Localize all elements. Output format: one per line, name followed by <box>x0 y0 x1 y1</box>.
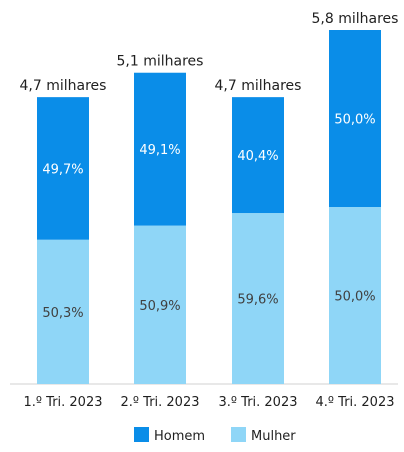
legend-label-homem: Homem <box>154 429 205 444</box>
total-label-3: 4,7 milhares <box>215 78 302 94</box>
total-label-4: 5,8 milhares <box>312 11 399 27</box>
legend-label-mulher: Mulher <box>251 429 296 444</box>
category-label-4: 4.º Tri. 2023 <box>316 395 395 410</box>
legend-swatch-mulher <box>231 427 246 442</box>
pct-label-homem-4: 50,0% <box>334 113 375 128</box>
total-label-2: 5,1 milhares <box>117 54 204 70</box>
pct-label-homem-3: 40,4% <box>237 149 278 164</box>
pct-label-mulher-3: 59,6% <box>237 293 278 308</box>
pct-label-homem-2: 49,1% <box>139 143 180 158</box>
pct-label-homem-1: 49,7% <box>42 162 83 177</box>
pct-label-mulher-4: 50,0% <box>334 290 375 305</box>
bar-homem-2 <box>134 72 186 226</box>
bar-mulher-1 <box>37 239 89 384</box>
labels-layer: 4,7 milhares 49,7% 50,3% 1.º Tri. 2023 5,1 m… <box>20 11 399 410</box>
bar-mulher-3 <box>232 213 284 384</box>
bar-homem-1 <box>37 97 89 240</box>
category-label-2: 2.º Tri. 2023 <box>121 395 200 410</box>
bar-homem-3 <box>232 97 284 214</box>
legend: Homem Mulher <box>134 427 296 444</box>
bar-mulher-2 <box>134 225 186 384</box>
pct-label-mulher-2: 50,9% <box>139 299 180 314</box>
bar-homem-4 <box>329 30 381 207</box>
bars-layer <box>37 30 381 384</box>
category-label-3: 3.º Tri. 2023 <box>219 395 298 410</box>
category-label-1: 1.º Tri. 2023 <box>24 395 103 410</box>
pct-label-mulher-1: 50,3% <box>42 306 83 321</box>
legend-swatch-homem <box>134 427 149 442</box>
total-label-1: 4,7 milhares <box>20 78 107 94</box>
bar-mulher-4 <box>329 207 381 384</box>
